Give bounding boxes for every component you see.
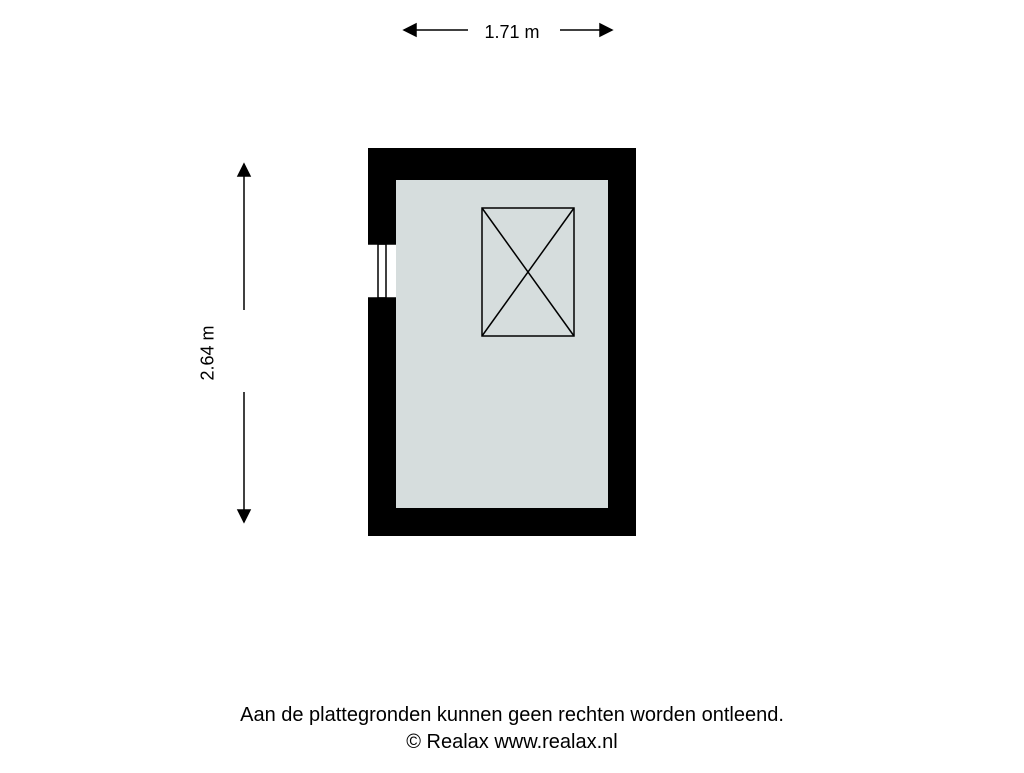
footer-copyright: © Realax www.realax.nl [0, 729, 1024, 756]
floorplan-svg [0, 0, 1024, 768]
footer-disclaimer: Aan de plattegronden kunnen geen rechten… [0, 702, 1024, 729]
room-floor [396, 180, 608, 508]
floorplan-canvas: 1.71 m 2.64 m [0, 0, 1024, 768]
dimension-width-label: 1.71 m [0, 22, 1024, 43]
dimension-left [238, 164, 250, 522]
dimension-height-label: 2.64 m [198, 325, 219, 380]
footer: Aan de plattegronden kunnen geen rechten… [0, 702, 1024, 756]
